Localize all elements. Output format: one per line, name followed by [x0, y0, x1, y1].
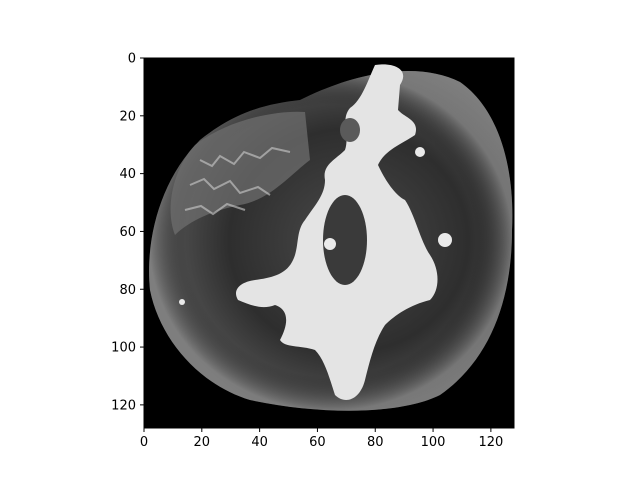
- y-axis: 0 20 40 60 80 100 120: [111, 52, 144, 413]
- y-tick-label: 0: [128, 52, 136, 67]
- x-tick-label: 80: [367, 435, 384, 450]
- y-tick-label: 120: [111, 398, 136, 413]
- x-tick-label: 60: [309, 435, 326, 450]
- x-tick-label: 20: [194, 435, 211, 450]
- x-tick-label: 100: [421, 435, 446, 450]
- bright-spot-2: [415, 147, 425, 157]
- dark-island-2: [340, 118, 360, 142]
- x-tick-label: 120: [478, 435, 503, 450]
- y-tick-label: 40: [119, 167, 136, 182]
- bright-spot-1: [438, 233, 452, 247]
- y-tick-label: 100: [111, 341, 136, 356]
- bright-spot-3: [324, 238, 336, 250]
- axes-frame: [143, 57, 515, 429]
- bright-spot-4: [179, 299, 185, 305]
- textured-region: [170, 111, 310, 235]
- y-tick-label: 60: [119, 225, 136, 240]
- x-tick-label: 40: [251, 435, 268, 450]
- x-axis: 0 20 40 60 80 100 120: [140, 428, 503, 450]
- heatmap-image: [144, 58, 514, 428]
- dark-island-1: [323, 195, 367, 285]
- y-tick-label: 80: [119, 283, 136, 298]
- y-tick-label: 20: [119, 109, 136, 124]
- x-tick-label: 0: [140, 435, 148, 450]
